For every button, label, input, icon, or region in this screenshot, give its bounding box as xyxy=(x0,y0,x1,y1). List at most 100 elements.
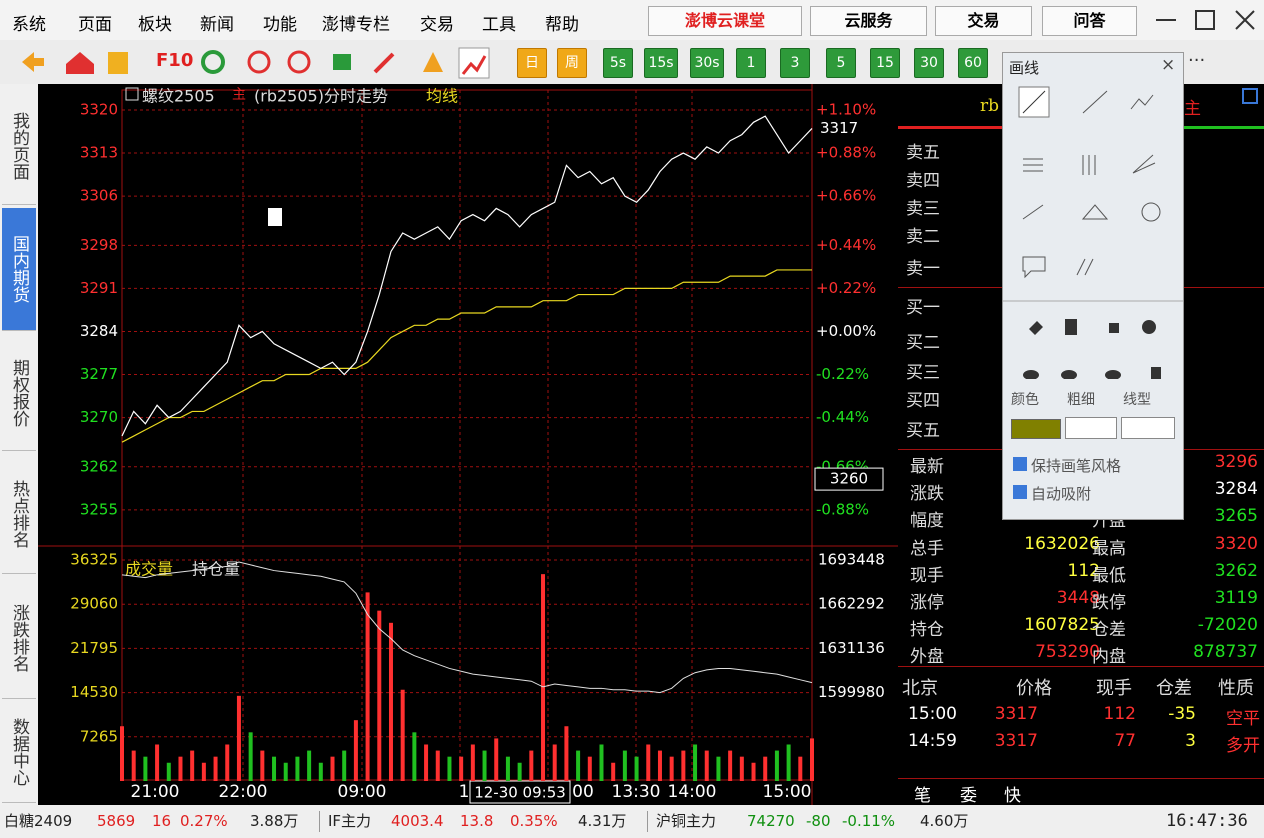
window-controls[interactable] xyxy=(1150,8,1260,32)
volume-bar xyxy=(295,756,300,781)
tool-glyph[interactable] xyxy=(1023,154,1156,175)
menu-item[interactable]: 帮助 xyxy=(545,15,579,35)
trades-header: 北京 xyxy=(902,678,938,699)
menu-item[interactable]: 功能 xyxy=(263,15,297,35)
visibility-glyph[interactable] xyxy=(1023,367,1161,379)
oi-line xyxy=(121,561,813,694)
option[interactable]: 保持画笔风格 xyxy=(1031,457,1122,475)
interval-button[interactable]: 1 xyxy=(736,48,766,78)
period-button[interactable]: 日 xyxy=(517,48,547,78)
more-button[interactable]: ··· xyxy=(1188,50,1206,71)
quote-pct: 0.27% xyxy=(180,812,228,830)
width-select[interactable] xyxy=(1065,417,1117,439)
menu-item[interactable]: 系统 xyxy=(12,15,46,35)
window-icon[interactable] xyxy=(333,54,351,70)
menu-item[interactable]: 页面 xyxy=(78,15,112,35)
menu-item[interactable]: 澎博专栏 xyxy=(322,15,390,35)
menu-item[interactable]: 新闻 xyxy=(200,15,234,35)
back-icon[interactable] xyxy=(22,52,44,72)
sidebar-tab[interactable]: 热点排名 xyxy=(2,455,36,574)
time-label: 15:00 xyxy=(763,782,812,802)
cloud-button[interactable]: 云服务 xyxy=(810,6,927,36)
book-label: 卖四 xyxy=(906,171,940,191)
notice-icon[interactable] xyxy=(108,52,128,74)
sidebar-tab[interactable]: 我的页面 xyxy=(2,88,36,205)
trade-button[interactable]: 交易 xyxy=(935,6,1032,36)
quote-pct: 0.35% xyxy=(510,812,558,830)
interval-button[interactable]: 3 xyxy=(780,48,810,78)
volume-bar xyxy=(693,744,698,781)
course-button[interactable]: 澎博云课堂 xyxy=(648,6,802,36)
volume-bar xyxy=(657,750,662,781)
sidebar-tab[interactable]: 涨跌排名 xyxy=(2,578,36,699)
volume-bar xyxy=(272,756,277,781)
volume-tick-label: 29060 xyxy=(70,595,118,613)
popup-title: 画线 xyxy=(1009,59,1040,77)
checkbox[interactable] xyxy=(1013,457,1027,471)
book-label: 卖二 xyxy=(906,227,940,247)
y-tick-label: 3284 xyxy=(80,322,118,340)
interval-button[interactable]: 15s xyxy=(644,48,678,78)
interval-button[interactable]: 5 xyxy=(826,48,856,78)
panel-tab[interactable]: 笔 xyxy=(914,786,931,806)
option[interactable]: 自动吸附 xyxy=(1031,485,1092,503)
panel-toggle[interactable] xyxy=(1242,88,1258,104)
y-tick-label: 3270 xyxy=(80,408,118,426)
zoom-in-icon[interactable] xyxy=(247,50,271,74)
stat-value: 1607825 xyxy=(1024,615,1100,636)
quote-volume: 4.60万 xyxy=(920,812,969,830)
tool-glyph[interactable] xyxy=(1022,202,1161,222)
tool-glyph[interactable] xyxy=(1022,256,1094,279)
interval-button[interactable]: 15 xyxy=(870,48,900,78)
panel-tab[interactable]: 快 xyxy=(1004,786,1021,806)
style-select[interactable] xyxy=(1121,417,1175,439)
f10-button[interactable]: F10 xyxy=(156,50,194,71)
pct-tick-label: -0.22% xyxy=(816,365,869,383)
line-glyph xyxy=(1022,90,1046,114)
panel-tab[interactable]: 委 xyxy=(960,786,977,806)
menu-item[interactable]: 交易 xyxy=(420,15,454,35)
menu-item[interactable]: 工具 xyxy=(482,15,516,35)
quote-price: 74270 xyxy=(747,812,795,830)
interval-button[interactable]: 60 xyxy=(958,48,988,78)
trade-cell: 3 xyxy=(1185,731,1196,751)
interval-button[interactable]: 5s xyxy=(603,48,633,78)
interval-button[interactable]: 30s xyxy=(690,48,724,78)
color-swatch[interactable] xyxy=(1011,419,1061,439)
zoom-out-icon[interactable] xyxy=(287,50,311,74)
volume-bar xyxy=(201,762,206,781)
menu-item[interactable]: 板块 xyxy=(138,15,172,35)
period-button[interactable]: 周 xyxy=(557,48,587,78)
status-bar: 白糖2409 5869 16 0.27% 3.88万 IF主力 4003.4 13.8 0.35… xyxy=(0,805,1264,838)
sidebar-tab[interactable]: 期权报价 xyxy=(2,335,36,451)
volume-bar xyxy=(611,762,616,781)
checkbox[interactable] xyxy=(1013,485,1027,499)
panel-tabs: 笔 委 快 xyxy=(898,778,1264,806)
tool-glyph[interactable] xyxy=(1082,90,1154,114)
book-label: 买四 xyxy=(906,391,940,411)
interval-button[interactable]: 30 xyxy=(914,48,944,78)
home-icon[interactable] xyxy=(66,52,94,74)
sidebar-tab[interactable]: 数据中心 xyxy=(2,702,36,803)
stat-label: 现手 xyxy=(910,565,944,586)
volume-bar xyxy=(459,756,464,781)
qa-button[interactable]: 问答 xyxy=(1042,6,1137,36)
sidebar-tab[interactable]: 国内期货 xyxy=(2,208,36,331)
maximize[interactable] xyxy=(1195,10,1215,30)
volume-bar xyxy=(622,750,627,781)
action-glyph[interactable] xyxy=(1029,319,1156,335)
draw-icon[interactable] xyxy=(373,52,395,74)
volume-bar xyxy=(494,738,499,781)
volume-bar xyxy=(774,750,779,781)
separator xyxy=(319,811,320,832)
volume-bar xyxy=(798,756,803,781)
trades-header: 性质 xyxy=(1218,678,1254,699)
volume-bar xyxy=(763,756,768,781)
y-tick-label: 3291 xyxy=(80,279,118,297)
refresh-icon[interactable] xyxy=(201,50,225,74)
alert-icon[interactable] xyxy=(423,52,443,72)
close[interactable] xyxy=(1235,10,1255,30)
trade-cell: 多开 xyxy=(1226,736,1260,756)
popup-close[interactable]: × xyxy=(1161,55,1176,75)
volume-bar xyxy=(283,762,288,781)
